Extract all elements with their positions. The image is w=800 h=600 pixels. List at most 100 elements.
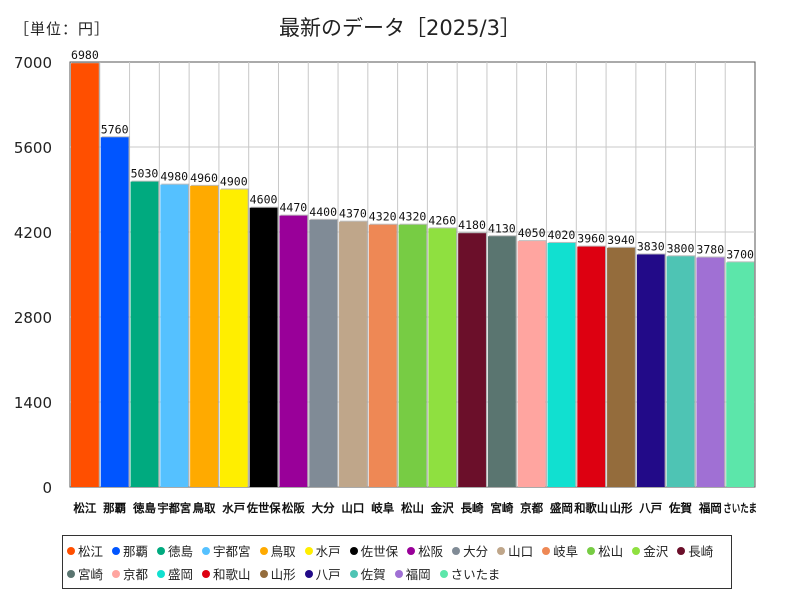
legend-item: 佐賀 bbox=[349, 562, 386, 585]
legend-marker bbox=[632, 546, 641, 555]
bar bbox=[71, 63, 99, 487]
legend-label: 松江 bbox=[78, 544, 104, 559]
x-tick-label: 山口 bbox=[341, 501, 364, 515]
x-tick-label: 和歌山 bbox=[574, 501, 608, 515]
legend-label: 水戸 bbox=[315, 544, 341, 559]
legend-item: 盛岡 bbox=[157, 562, 193, 585]
data-label: 4050 bbox=[518, 226, 546, 240]
x-tick-label: 鳥取 bbox=[193, 501, 216, 515]
legend-marker bbox=[67, 546, 75, 555]
legend-label: 福岡 bbox=[405, 567, 431, 582]
y-tick-label: 2800 bbox=[14, 309, 52, 327]
legend-label: 岐阜 bbox=[553, 544, 579, 559]
x-tick-label: 山形 bbox=[609, 501, 632, 515]
legend-label: 徳島 bbox=[168, 544, 194, 559]
x-tick-label: 松江 bbox=[73, 501, 96, 515]
legend-item: 金沢 bbox=[632, 539, 668, 562]
x-tick-label: 宇都宮 bbox=[157, 501, 191, 515]
legend-item: 和歌山 bbox=[202, 562, 251, 585]
x-tick-label: 宮崎 bbox=[490, 501, 513, 515]
legend-label: 盛岡 bbox=[168, 567, 194, 582]
x-tick-label: さいたま bbox=[723, 501, 757, 515]
x-tick-label: 松阪 bbox=[282, 501, 305, 515]
legend-label: 佐賀 bbox=[360, 567, 386, 582]
data-label: 4020 bbox=[548, 228, 576, 242]
data-label: 3830 bbox=[637, 239, 665, 253]
legend-marker bbox=[202, 569, 211, 578]
legend-item: 水戸 bbox=[304, 539, 341, 562]
x-tick-label: 徳島 bbox=[132, 501, 156, 515]
legend-item: 松山 bbox=[587, 539, 623, 562]
data-label: 6980 bbox=[71, 48, 99, 62]
bar bbox=[547, 242, 576, 487]
bar bbox=[339, 221, 367, 487]
x-tick-label: 松山 bbox=[401, 501, 424, 515]
data-label: 4470 bbox=[279, 201, 307, 215]
legend-label: 松阪 bbox=[418, 544, 444, 559]
data-label: 4370 bbox=[339, 207, 367, 221]
legend-marker bbox=[542, 546, 551, 555]
data-label: 4960 bbox=[190, 171, 218, 185]
legend-marker bbox=[259, 569, 268, 578]
legend-marker bbox=[304, 546, 313, 555]
legend-marker bbox=[157, 569, 166, 578]
x-tick-label: 金沢 bbox=[430, 501, 454, 515]
bar bbox=[219, 189, 248, 487]
bar bbox=[398, 224, 427, 487]
x-tick-label: 八戸 bbox=[638, 501, 662, 515]
legend-label: 八戸 bbox=[315, 567, 341, 582]
legend-label: 鳥取 bbox=[270, 544, 296, 559]
legend-marker bbox=[394, 569, 403, 578]
bar bbox=[607, 247, 635, 487]
legend-label: 佐世保 bbox=[360, 544, 399, 559]
bar bbox=[190, 185, 218, 487]
data-label: 4900 bbox=[220, 175, 248, 189]
bar bbox=[249, 207, 278, 487]
x-tick-label: 岐阜 bbox=[371, 501, 394, 515]
legend-marker bbox=[112, 569, 121, 578]
legend-item: 福岡 bbox=[394, 562, 431, 585]
x-tick-label: 那覇 bbox=[103, 501, 126, 515]
data-label: 5760 bbox=[101, 122, 129, 136]
bar bbox=[666, 256, 695, 487]
legend-label: 山口 bbox=[508, 544, 534, 559]
legend-marker bbox=[112, 546, 121, 555]
legend-item: 松阪 bbox=[407, 539, 443, 562]
bar bbox=[726, 262, 754, 487]
legend-marker bbox=[497, 546, 506, 555]
legend-label: 金沢 bbox=[643, 544, 669, 559]
legend-label: 京都 bbox=[123, 567, 149, 582]
x-tick-label: 佐世保 bbox=[246, 501, 281, 515]
legend-item: 徳島 bbox=[157, 539, 193, 562]
legend-item: さいたま bbox=[439, 562, 501, 585]
bar bbox=[309, 219, 338, 487]
legend-marker bbox=[304, 569, 313, 578]
legend-marker bbox=[439, 569, 448, 578]
x-tick-label: 盛岡 bbox=[550, 501, 573, 515]
legend-item: 山形 bbox=[259, 562, 296, 585]
legend-item: 大分 bbox=[452, 539, 488, 562]
x-tick-label: 佐賀 bbox=[668, 501, 692, 515]
bar bbox=[696, 257, 725, 487]
data-label: 4980 bbox=[160, 170, 188, 184]
legend-label: 宮崎 bbox=[78, 567, 104, 582]
data-label: 4130 bbox=[488, 221, 516, 235]
legend-marker bbox=[407, 546, 416, 555]
legend-marker bbox=[202, 546, 211, 555]
data-label: 4600 bbox=[250, 193, 278, 207]
y-tick-label: 5600 bbox=[14, 139, 52, 157]
bar-chart: 0 1400 2800 4200 5600 7000 6980 松江 5760 那覇 5030 徳島 4… bbox=[14, 48, 757, 515]
legend-label: 和歌山 bbox=[213, 567, 251, 582]
legend-label: さいたま bbox=[450, 567, 501, 582]
bar bbox=[130, 181, 159, 487]
legend-marker bbox=[349, 569, 358, 578]
legend-item: 宇都宮 bbox=[202, 539, 251, 562]
legend-label: 宇都宮 bbox=[213, 544, 251, 559]
legend-item: 京都 bbox=[112, 562, 148, 585]
legend-item: 鳥取 bbox=[259, 539, 296, 562]
data-label: 4320 bbox=[399, 210, 427, 224]
data-label: 3700 bbox=[726, 247, 754, 261]
legend-marker bbox=[157, 546, 166, 555]
data-label: 3780 bbox=[696, 243, 724, 257]
data-label: 4320 bbox=[369, 210, 397, 224]
